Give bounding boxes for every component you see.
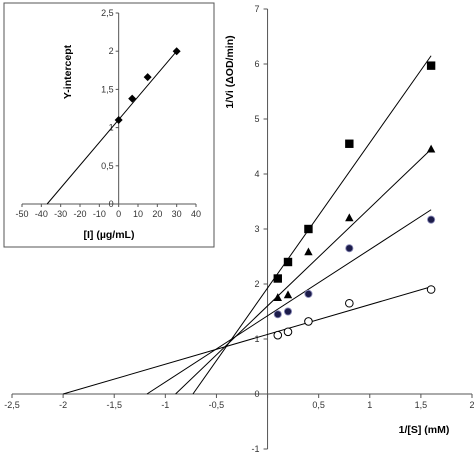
data-point-square	[304, 224, 313, 234]
inset-fit-line	[46, 50, 178, 205]
data-point-open-circle	[273, 330, 283, 340]
inset-data-point-diamond	[143, 73, 152, 82]
inset-x-tick-label: 0	[116, 209, 121, 219]
x-tick-label: 1,5	[415, 400, 428, 410]
inset-secondary-plot: -50 -40 -30 -20 -10 0 10 20 30 400,511,522,50[I] …	[3, 2, 215, 248]
inset-x-axis-title: [I] (µg/mL)	[84, 229, 135, 241]
inset-x-tick-label: -10	[93, 209, 106, 219]
inset-x-tick-label: -40	[35, 209, 48, 219]
inset-x-tick-label: -20	[73, 209, 86, 219]
fit-line	[62, 286, 432, 395]
data-point-open-circle	[283, 327, 293, 337]
data-point-dark-circle	[304, 289, 313, 298]
inset-y-tick-label: 1	[109, 123, 114, 133]
y-tick-label: 4	[255, 169, 260, 179]
inset-x-tick-label: 10	[133, 209, 143, 219]
data-point-triangle	[304, 247, 313, 256]
y-tick-label: 1	[255, 334, 260, 344]
data-point-square	[283, 257, 293, 267]
data-point-triangle	[273, 293, 282, 301]
main-lineweaver-burk-chart: -2,5 -2 -1,5 -1 -0,5 0,5 1 1,5 2-1012345671/[S] …	[4, 4, 474, 454]
y-tick-label: 3	[255, 224, 260, 234]
y-tick-label: 7	[255, 4, 260, 14]
inset-y-tick-label: 1,5	[101, 84, 114, 94]
fit-line	[175, 148, 432, 395]
data-point-square	[273, 274, 282, 283]
data-point-dark-circle	[427, 215, 436, 224]
inset-y-axis-title: Y-intercept	[62, 44, 74, 99]
x-tick-label: -0,5	[209, 400, 225, 410]
inset-y-tick-label: 0,5	[101, 161, 114, 171]
inset-data-point-diamond	[128, 94, 137, 103]
data-point-dark-circle	[273, 310, 282, 319]
inset-y-tick-label: 2,5	[101, 8, 114, 18]
data-point-triangle	[283, 290, 293, 299]
inset-data-point-diamond	[172, 47, 181, 56]
inset-x-tick-label: 30	[172, 209, 182, 219]
y-tick-label: 0	[255, 389, 260, 399]
x-axis-title: 1/[S] (mM)	[399, 424, 450, 436]
x-tick-label: -2	[59, 400, 67, 410]
inset-x-tick-label: 20	[152, 209, 162, 219]
inset-y-tick-label: 2	[109, 46, 114, 56]
y-tick-label: 6	[255, 59, 260, 69]
fit-line	[146, 209, 432, 395]
data-point-dark-circle	[345, 244, 354, 253]
data-point-triangle	[345, 213, 354, 222]
y-tick-label: 2	[255, 279, 260, 289]
data-point-open-circle	[426, 285, 436, 294]
x-tick-label: -1	[161, 400, 169, 410]
inset-frame	[3, 2, 215, 248]
inset-x-tick-label: -30	[54, 209, 67, 219]
data-point-open-circle	[345, 298, 354, 308]
x-tick-label: 2	[469, 400, 474, 410]
x-tick-label: -1,5	[106, 400, 122, 410]
y-axis-title: 1/Vi (ΔOD/min)	[224, 35, 236, 108]
inset-y-zero-label: 0	[109, 199, 114, 209]
y-tick-label: -1	[252, 444, 260, 454]
data-point-square	[426, 61, 436, 70]
data-point-triangle	[426, 144, 436, 153]
data-point-open-circle	[304, 317, 313, 326]
data-point-dark-circle	[283, 307, 293, 316]
inset-data-point-diamond	[114, 115, 123, 124]
y-tick-label: 5	[255, 114, 260, 124]
data-point-square	[345, 139, 354, 148]
x-tick-label: 1	[367, 400, 372, 410]
x-tick-label: 0,5	[312, 400, 325, 410]
x-tick-label: -2,5	[4, 400, 20, 410]
inset-x-tick-label: -50	[15, 209, 28, 219]
inset-x-tick-label: 40	[191, 209, 201, 219]
